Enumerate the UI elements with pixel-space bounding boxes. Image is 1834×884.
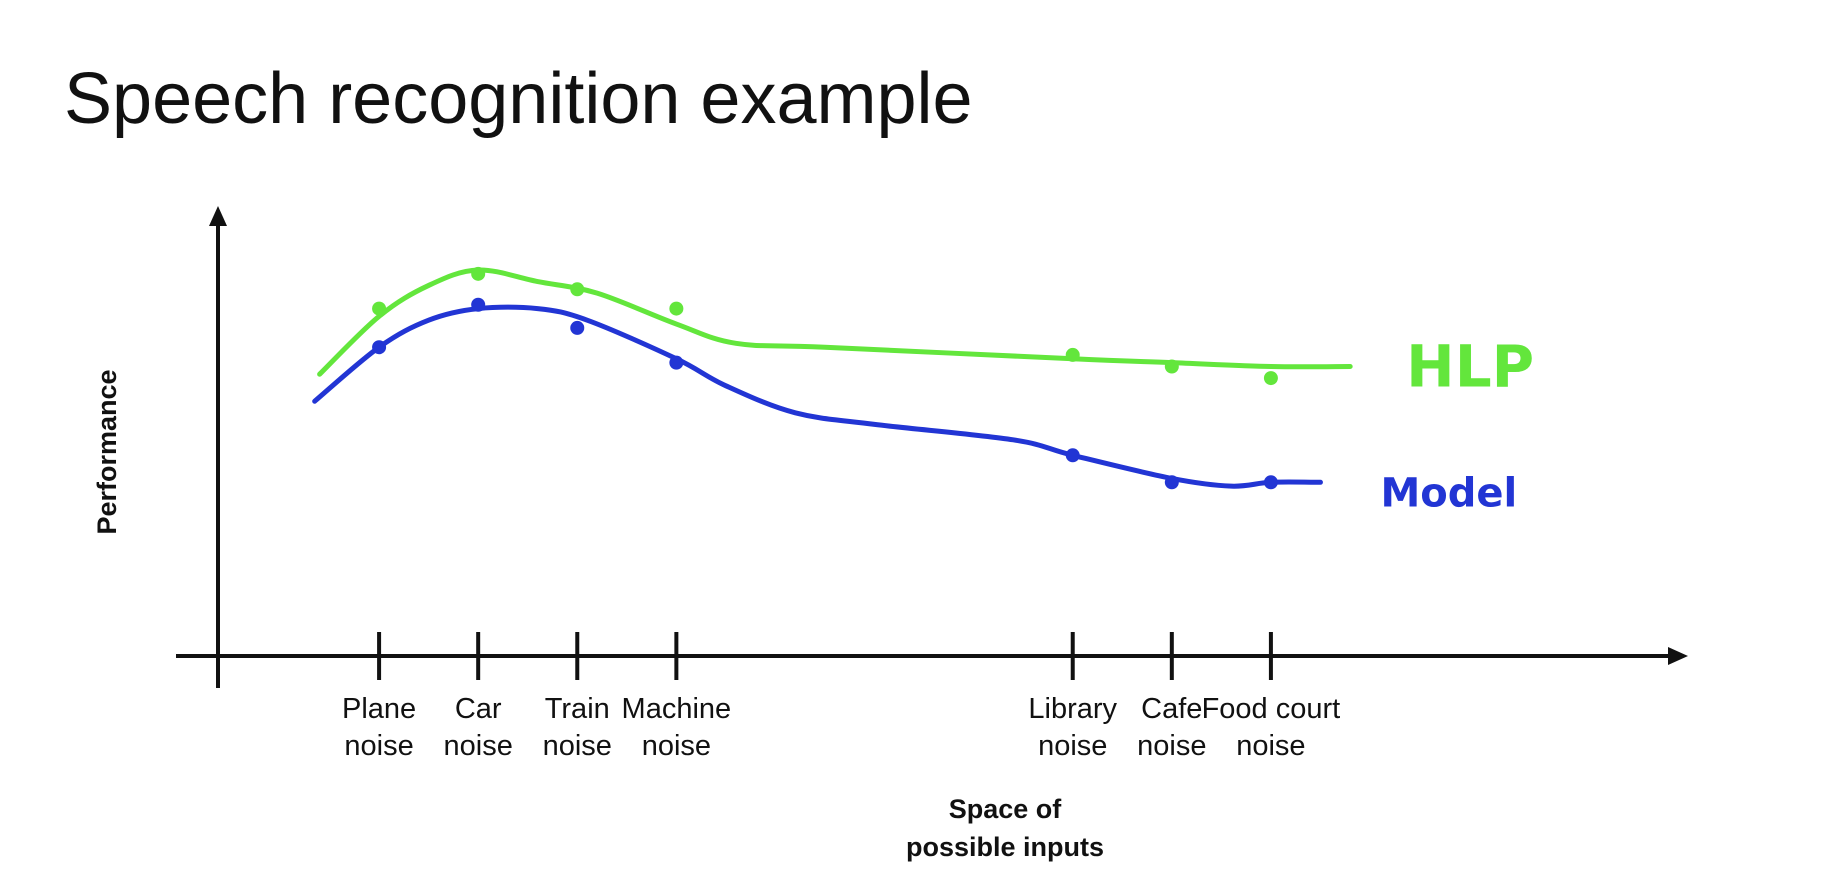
model-point-4: [1065, 448, 1080, 463]
model-line: [312, 304, 1323, 489]
model-point-0: [372, 340, 387, 355]
x-tick-label-3-1: noise: [642, 730, 711, 762]
hlp-point-4: [1065, 347, 1080, 362]
x-tick-label-5-1: noise: [1137, 730, 1206, 762]
hlp-point-6: [1263, 371, 1278, 386]
x-tick-label-0-0: Plane: [342, 693, 416, 725]
x-tick-label-0-1: noise: [344, 730, 413, 762]
hlp-line: [317, 267, 1353, 377]
y-axis-title: Performance: [92, 369, 122, 534]
hlp-point-0: [372, 301, 387, 316]
x-tick-label-6-0: Food court: [1202, 693, 1341, 725]
hlp-point-1: [471, 266, 486, 281]
hlp-point-2: [570, 282, 585, 297]
model-point-2: [570, 320, 585, 335]
model-point-5: [1164, 475, 1179, 490]
hlp-series-label: HLP: [1406, 333, 1534, 401]
x-axis-title-line-1: Space of: [949, 794, 1063, 824]
model-point-6: [1263, 475, 1278, 490]
x-tick-label-3-0: Machine: [622, 693, 732, 725]
x-axis-arrowhead: [1668, 647, 1688, 665]
x-tick-label-1-1: noise: [444, 730, 513, 762]
x-ticks: Plane noise Car noise Train noise Machine noise…: [342, 632, 1340, 762]
x-tick-label-2-0: Train: [545, 693, 610, 725]
y-axis-arrowhead: [209, 206, 227, 226]
series-lines: [312, 266, 1353, 490]
x-tick-label-5-0: Cafe: [1141, 693, 1202, 725]
x-tick-label-6-1: noise: [1236, 730, 1305, 762]
series-labels: HLP Model: [1380, 333, 1534, 517]
x-tick-label-1-0: Car: [455, 693, 502, 725]
model-series-label: Model: [1380, 470, 1517, 516]
x-tick-label-2-1: noise: [543, 730, 612, 762]
x-tick-label-4-1: noise: [1038, 730, 1107, 762]
hlp-point-5: [1164, 359, 1179, 374]
x-tick-label-4-0: Library: [1028, 693, 1117, 725]
slide-title: Speech recognition example: [64, 59, 973, 139]
model-point-1: [471, 297, 486, 312]
x-axis-title-line-2: possible inputs: [906, 832, 1104, 862]
hlp-point-3: [669, 301, 684, 316]
model-point-3: [669, 355, 684, 370]
